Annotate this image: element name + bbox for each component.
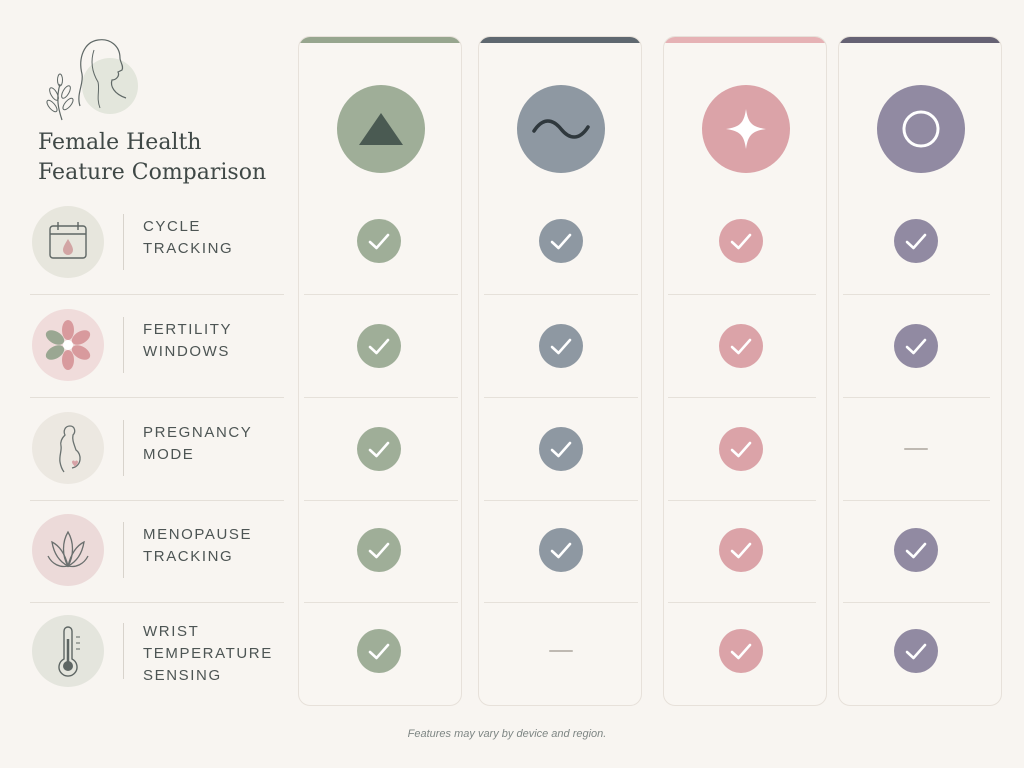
row-separator bbox=[843, 602, 990, 603]
feature-label: WRIST TEMPERATURE SENSING bbox=[143, 621, 283, 687]
row-separator bbox=[668, 397, 816, 398]
product-column-3 bbox=[663, 36, 827, 706]
calendar-drop-icon bbox=[32, 206, 104, 278]
check-icon bbox=[719, 219, 763, 263]
product-column-4 bbox=[838, 36, 1002, 706]
sparkle-icon bbox=[702, 85, 790, 173]
divider bbox=[123, 214, 124, 270]
feature-label-line: SENSING bbox=[143, 667, 222, 684]
check-icon bbox=[719, 427, 763, 471]
column-accent-bar bbox=[839, 37, 1001, 43]
check-icon bbox=[894, 324, 938, 368]
feature-label: PREGNANCY MODE bbox=[143, 422, 283, 466]
row-separator bbox=[668, 500, 816, 501]
title-line: Feature Comparison bbox=[38, 160, 267, 185]
feature-label-line: WINDOWS bbox=[143, 343, 231, 360]
footnote: Features may vary by device and region. bbox=[407, 728, 607, 740]
lotus-icon bbox=[32, 514, 104, 586]
feature-label-line: WRIST bbox=[143, 623, 200, 640]
not-supported-dash bbox=[904, 448, 928, 450]
check-icon bbox=[539, 324, 583, 368]
check-icon bbox=[719, 528, 763, 572]
title-line: Female Health bbox=[38, 130, 202, 155]
check-icon bbox=[357, 324, 401, 368]
divider bbox=[123, 420, 124, 476]
check-icon bbox=[539, 528, 583, 572]
woman-profile-illustration bbox=[40, 28, 140, 123]
triangle-icon bbox=[337, 85, 425, 173]
check-icon bbox=[357, 219, 401, 263]
row-separator bbox=[304, 500, 458, 501]
feature-label-line: MODE bbox=[143, 446, 195, 463]
check-icon bbox=[719, 629, 763, 673]
feature-label-line: TRACKING bbox=[143, 240, 234, 257]
not-supported-dash bbox=[549, 650, 573, 652]
pregnant-silhouette-icon bbox=[32, 412, 104, 484]
column-accent-bar bbox=[299, 37, 461, 43]
divider bbox=[123, 522, 124, 578]
check-icon bbox=[894, 528, 938, 572]
check-icon bbox=[894, 219, 938, 263]
row-separator bbox=[843, 397, 990, 398]
ring-icon bbox=[877, 85, 965, 173]
feature-label-line: TEMPERATURE bbox=[143, 645, 273, 662]
feature-label: FERTILITY WINDOWS bbox=[143, 319, 283, 363]
check-icon bbox=[719, 324, 763, 368]
feature-label-line: TRACKING bbox=[143, 548, 234, 565]
row-separator bbox=[484, 500, 638, 501]
feature-row-cycle-tracking: CYCLE TRACKING bbox=[30, 192, 284, 295]
row-separator bbox=[484, 294, 638, 295]
row-separator bbox=[304, 397, 458, 398]
row-separator bbox=[668, 294, 816, 295]
product-column-1 bbox=[298, 36, 462, 706]
feature-row-pregnancy-mode: PREGNANCY MODE bbox=[30, 398, 284, 501]
row-separator bbox=[304, 294, 458, 295]
feature-row-wrist-temperature-sensing: WRIST TEMPERATURE SENSING bbox=[30, 601, 284, 703]
feature-label-line: CYCLE bbox=[143, 218, 202, 235]
divider bbox=[123, 623, 124, 679]
row-separator bbox=[304, 602, 458, 603]
page-title: Female Health Feature Comparison bbox=[38, 128, 278, 188]
feature-label-line: PREGNANCY bbox=[143, 424, 253, 441]
row-separator bbox=[843, 500, 990, 501]
divider bbox=[123, 317, 124, 373]
check-icon bbox=[357, 629, 401, 673]
check-icon bbox=[357, 528, 401, 572]
wave-icon bbox=[517, 85, 605, 173]
column-accent-bar bbox=[664, 37, 826, 43]
thermometer-icon bbox=[32, 615, 104, 687]
row-separator bbox=[484, 397, 638, 398]
check-icon bbox=[539, 219, 583, 263]
feature-row-fertility-windows: FERTILITY WINDOWS bbox=[30, 295, 284, 398]
feature-row-menopause-tracking: MENOPAUSE TRACKING bbox=[30, 500, 284, 603]
feature-label: CYCLE TRACKING bbox=[143, 216, 283, 260]
check-icon bbox=[357, 427, 401, 471]
row-separator bbox=[484, 602, 638, 603]
row-separator bbox=[668, 602, 816, 603]
check-icon bbox=[539, 427, 583, 471]
flower-icon bbox=[32, 309, 104, 381]
check-icon bbox=[894, 629, 938, 673]
row-separator bbox=[843, 294, 990, 295]
feature-label: MENOPAUSE TRACKING bbox=[143, 524, 283, 568]
feature-label-line: MENOPAUSE bbox=[143, 526, 253, 543]
feature-label-line: FERTILITY bbox=[143, 321, 233, 338]
product-column-2 bbox=[478, 36, 642, 706]
column-accent-bar bbox=[479, 37, 641, 43]
